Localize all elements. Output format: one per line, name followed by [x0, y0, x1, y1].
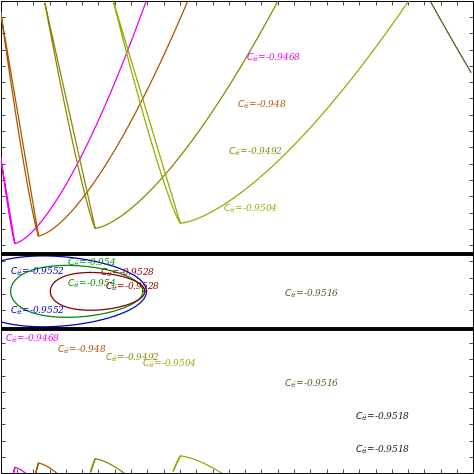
Text: $C_{t\bar{t}}$=-0.9516: $C_{t\bar{t}}$=-0.9516 [284, 287, 339, 300]
Text: $C_{t\bar{t}}$=-0.9504: $C_{t\bar{t}}$=-0.9504 [143, 357, 197, 370]
Text: $C_{t\bar{t}}$=-0.9518: $C_{t\bar{t}}$=-0.9518 [355, 410, 410, 423]
Text: $C_{t\bar{t}}$=-0.9528: $C_{t\bar{t}}$=-0.9528 [105, 280, 160, 292]
Text: $C_{t\bar{t}}$=-0.9552: $C_{t\bar{t}}$=-0.9552 [10, 265, 65, 278]
Text: $C_{t\bar{t}}$=-0.9468: $C_{t\bar{t}}$=-0.9468 [5, 333, 61, 346]
Text: $C_{t\bar{t}}$=-0.9528: $C_{t\bar{t}}$=-0.9528 [100, 266, 155, 279]
Text: $C_{t\bar{t}}$=-0.954: $C_{t\bar{t}}$=-0.954 [67, 278, 116, 291]
Text: $C_{t\bar{t}}$=-0.9492: $C_{t\bar{t}}$=-0.9492 [228, 146, 283, 158]
Text: $C_{t\bar{t}}$=-0.9552: $C_{t\bar{t}}$=-0.9552 [10, 304, 65, 317]
Text: $C_{t\bar{t}}$=-0.948: $C_{t\bar{t}}$=-0.948 [57, 343, 107, 356]
Text: $C_{t\bar{t}}$=-0.9518: $C_{t\bar{t}}$=-0.9518 [355, 444, 410, 456]
Text: $C_{t\bar{t}}$=-0.948: $C_{t\bar{t}}$=-0.948 [237, 99, 286, 111]
Text: $C_{t\bar{t}}$=-0.9516: $C_{t\bar{t}}$=-0.9516 [284, 378, 339, 390]
Text: $C_{t\bar{t}}$=-0.954: $C_{t\bar{t}}$=-0.954 [67, 257, 116, 269]
Text: $C_{t\bar{t}}$=-0.9504: $C_{t\bar{t}}$=-0.9504 [223, 202, 278, 215]
Text: $C_{t\bar{t}}$=-0.9492: $C_{t\bar{t}}$=-0.9492 [105, 352, 160, 364]
Text: $C_{t\bar{t}}$=-0.9468: $C_{t\bar{t}}$=-0.9468 [246, 51, 301, 64]
